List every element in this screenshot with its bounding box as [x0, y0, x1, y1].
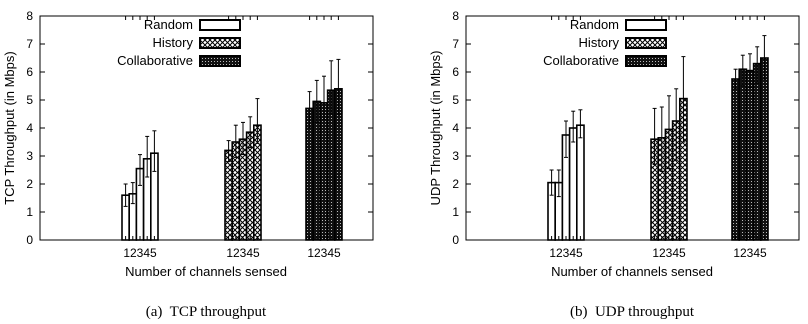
bar: [752, 62, 762, 241]
bar: [738, 68, 748, 241]
x-axis-label-tcp: Number of channels sensed: [125, 264, 287, 279]
legend-swatch: [199, 55, 241, 67]
bars-udp: [547, 57, 769, 241]
y-tick-label: 8: [26, 9, 33, 23]
y-tick-label: 6: [26, 65, 33, 79]
legend-label: Random: [570, 17, 619, 32]
x-group-label: 12345: [226, 246, 260, 260]
errorbars-tcp: [123, 58, 341, 207]
y-tick-label: 4: [452, 121, 459, 135]
x-group-label: 12345: [307, 246, 341, 260]
yticks-tcp: 0 1 2 3 4 5 6 7 8: [26, 9, 373, 247]
legend-swatch: [199, 19, 241, 31]
legend-swatch: [199, 37, 241, 49]
x-group-label: 12345: [733, 246, 767, 260]
legend-label: History: [153, 35, 194, 50]
x-group-label: 12345: [549, 246, 583, 260]
yticks-udp: 0 1 2 3 4 5 6 7 8: [452, 9, 799, 247]
y-tick-label: 2: [26, 177, 33, 191]
legend-swatch: [625, 37, 667, 49]
bar: [224, 149, 233, 241]
xticks-udp: 12345 12345 12345: [549, 16, 767, 260]
y-tick-label: 4: [26, 121, 33, 135]
y-tick-label: 5: [452, 93, 459, 107]
legend-label: Collaborative: [117, 53, 193, 68]
y-tick-label: 7: [26, 37, 33, 51]
y-tick-label: 5: [26, 93, 33, 107]
xticks-tcp: 12345 12345 12345: [123, 16, 341, 260]
y-tick-label: 7: [452, 37, 459, 51]
legend-udp: Random History Collaborative: [543, 17, 667, 68]
y-axis-label-tcp: TCP Throughput (in Mbps): [2, 51, 17, 204]
y-tick-label: 1: [452, 205, 459, 219]
y-tick-label: 0: [26, 233, 33, 247]
errorbars-udp: [549, 35, 767, 198]
y-tick-label: 1: [26, 205, 33, 219]
legend-label: Random: [144, 17, 193, 32]
bar: [568, 127, 578, 241]
caption-udp: (b) UDP throughput: [570, 304, 695, 320]
y-tick-label: 6: [452, 65, 459, 79]
y-tick-label: 3: [452, 149, 459, 163]
bar: [575, 124, 585, 241]
bar: [759, 57, 769, 241]
y-axis-label-udp: UDP Throughput (in Mbps): [428, 51, 443, 206]
x-axis-label-udp: Number of channels sensed: [551, 264, 713, 279]
x-group-label: 12345: [123, 246, 157, 260]
legend-swatch: [625, 55, 667, 67]
caption-tcp: (a) TCP throughput: [146, 304, 267, 320]
bar: [731, 78, 740, 241]
y-tick-label: 8: [452, 9, 459, 23]
bars-tcp: [121, 88, 343, 241]
legend-tcp: Random History Collaborative: [117, 17, 241, 68]
y-tick-label: 3: [26, 149, 33, 163]
y-tick-label: 2: [452, 177, 459, 191]
legend-label: History: [579, 35, 620, 50]
y-tick-label: 0: [452, 233, 459, 247]
bar: [319, 102, 329, 241]
bar: [245, 131, 255, 241]
bar: [745, 69, 755, 241]
x-group-label: 12345: [652, 246, 686, 260]
legend-swatch: [625, 19, 667, 31]
legend-label: Collaborative: [543, 53, 619, 68]
